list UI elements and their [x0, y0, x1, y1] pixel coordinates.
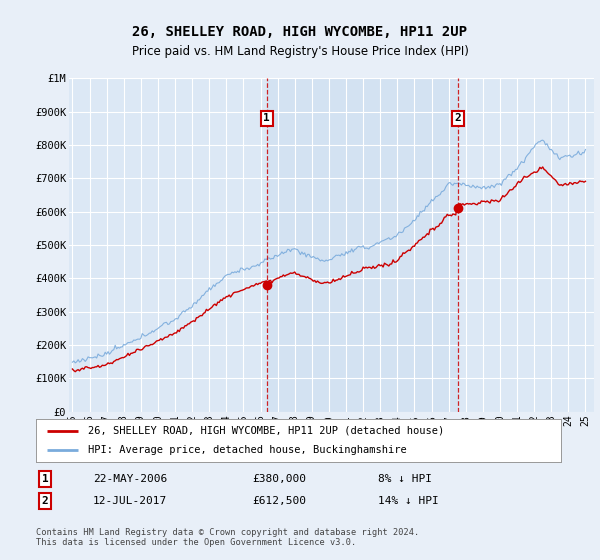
Text: 1: 1 — [263, 113, 270, 123]
Text: £612,500: £612,500 — [252, 496, 306, 506]
Text: 22-MAY-2006: 22-MAY-2006 — [93, 474, 167, 484]
Bar — [267, 78, 458, 412]
Text: 2: 2 — [41, 496, 49, 506]
Text: HPI: Average price, detached house, Buckinghamshire: HPI: Average price, detached house, Buck… — [89, 445, 407, 455]
Text: £380,000: £380,000 — [252, 474, 306, 484]
Text: 1: 1 — [41, 474, 49, 484]
Text: Contains HM Land Registry data © Crown copyright and database right 2024.
This d: Contains HM Land Registry data © Crown c… — [36, 528, 419, 547]
Text: 2: 2 — [454, 113, 461, 123]
Text: 12-JUL-2017: 12-JUL-2017 — [93, 496, 167, 506]
Text: 26, SHELLEY ROAD, HIGH WYCOMBE, HP11 2UP (detached house): 26, SHELLEY ROAD, HIGH WYCOMBE, HP11 2UP… — [89, 426, 445, 436]
Text: 14% ↓ HPI: 14% ↓ HPI — [378, 496, 439, 506]
Text: 26, SHELLEY ROAD, HIGH WYCOMBE, HP11 2UP: 26, SHELLEY ROAD, HIGH WYCOMBE, HP11 2UP — [133, 25, 467, 39]
Text: Price paid vs. HM Land Registry's House Price Index (HPI): Price paid vs. HM Land Registry's House … — [131, 45, 469, 58]
Text: 8% ↓ HPI: 8% ↓ HPI — [378, 474, 432, 484]
